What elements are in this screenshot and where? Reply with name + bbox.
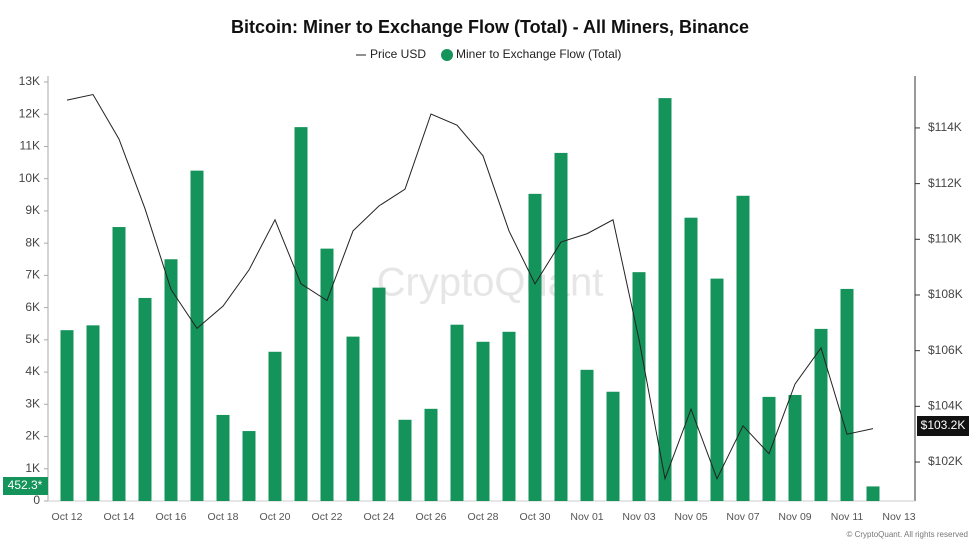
legend-dot <box>441 49 453 61</box>
bar <box>528 193 542 502</box>
bar <box>138 297 152 501</box>
y-tick-label: 11K <box>20 139 40 153</box>
x-tick-label: Nov 13 <box>882 511 915 523</box>
x-tick-label: Nov 11 <box>831 511 864 523</box>
y-tick-label: 12K <box>19 106 40 120</box>
x-tick-label: Nov 05 <box>674 511 707 523</box>
y2-tick-label: $108K <box>928 287 963 301</box>
x-tick-label: Nov 03 <box>622 511 655 523</box>
x-tick-label: Oct 30 <box>520 511 551 523</box>
bar <box>190 170 204 501</box>
x-tick-label: Nov 07 <box>726 511 759 523</box>
bar <box>242 431 256 501</box>
y-tick-label: 9K <box>25 203 40 217</box>
bar <box>476 341 490 501</box>
bar <box>736 195 750 502</box>
bar <box>294 127 308 501</box>
bar <box>86 325 100 501</box>
y-tick-label: 8K <box>25 235 40 249</box>
bar <box>398 419 412 501</box>
bar <box>684 217 698 502</box>
bar <box>840 288 854 501</box>
bar <box>216 414 230 501</box>
x-tick-label: Nov 09 <box>778 511 811 523</box>
last-value-label: 452.3* <box>8 478 43 492</box>
y2-tick-label: $106K <box>928 343 963 357</box>
footer: © CryptoQuant. All rights reserved <box>847 530 969 539</box>
y-tick-label: 0 <box>33 493 40 507</box>
bar <box>502 331 516 501</box>
bar <box>606 391 620 501</box>
legend-label: Miner to Exchange Flow (Total) <box>456 47 621 61</box>
chart-title: Bitcoin: Miner to Exchange Flow (Total) … <box>231 17 749 37</box>
x-tick-label: Oct 22 <box>312 511 343 523</box>
x-tick-label: Oct 16 <box>156 511 187 523</box>
bar <box>268 351 282 501</box>
bar <box>632 272 646 501</box>
x-tick-label: Oct 20 <box>260 511 291 523</box>
x-tick-label: Oct 18 <box>208 511 239 523</box>
bar <box>60 330 74 501</box>
bar <box>762 396 776 501</box>
bar <box>866 486 880 501</box>
y2-tick-label: $110K <box>928 231 962 245</box>
last-value-label: $103.2K <box>921 418 966 432</box>
bar <box>424 408 438 501</box>
bar <box>346 336 360 501</box>
bar <box>580 369 594 501</box>
y-tick-label: 5K <box>25 332 40 346</box>
x-tick-label: Oct 12 <box>52 511 83 523</box>
y-tick-label: 6K <box>25 300 40 314</box>
bar <box>554 152 568 501</box>
y2-tick-label: $114K <box>928 120 962 134</box>
y-tick-label: 1K <box>25 461 40 475</box>
bar <box>450 324 464 501</box>
legend-label: Price USD <box>370 47 426 61</box>
watermark: CryptoQuant <box>377 261 604 305</box>
price-line <box>66 93 874 481</box>
bar <box>164 259 178 501</box>
y-tick-label: 10K <box>19 171 40 185</box>
y-tick-label: 4K <box>25 364 40 378</box>
last-value-badge <box>3 477 48 495</box>
y-tick-label: 13K <box>19 74 40 88</box>
x-tick-label: Oct 28 <box>468 511 499 523</box>
bar <box>112 227 126 502</box>
y-tick-label: 2K <box>25 429 40 443</box>
bar <box>372 287 386 501</box>
y2-tick-label: $102K <box>928 454 963 468</box>
bar <box>814 328 828 501</box>
x-tick-label: Nov 01 <box>570 511 603 523</box>
y-tick-label: 3K <box>25 396 40 410</box>
y2-tick-label: $104K <box>928 399 963 413</box>
bar <box>710 278 724 501</box>
bar <box>320 248 334 501</box>
x-tick-label: Oct 14 <box>104 511 135 523</box>
x-tick-label: Oct 26 <box>416 511 447 523</box>
bar <box>658 98 672 501</box>
x-tick-label: Oct 24 <box>364 511 395 523</box>
y-tick-label: 7K <box>25 268 40 282</box>
bar <box>788 394 802 501</box>
last-value-badge <box>917 416 969 436</box>
y2-tick-label: $112K <box>928 176 962 190</box>
